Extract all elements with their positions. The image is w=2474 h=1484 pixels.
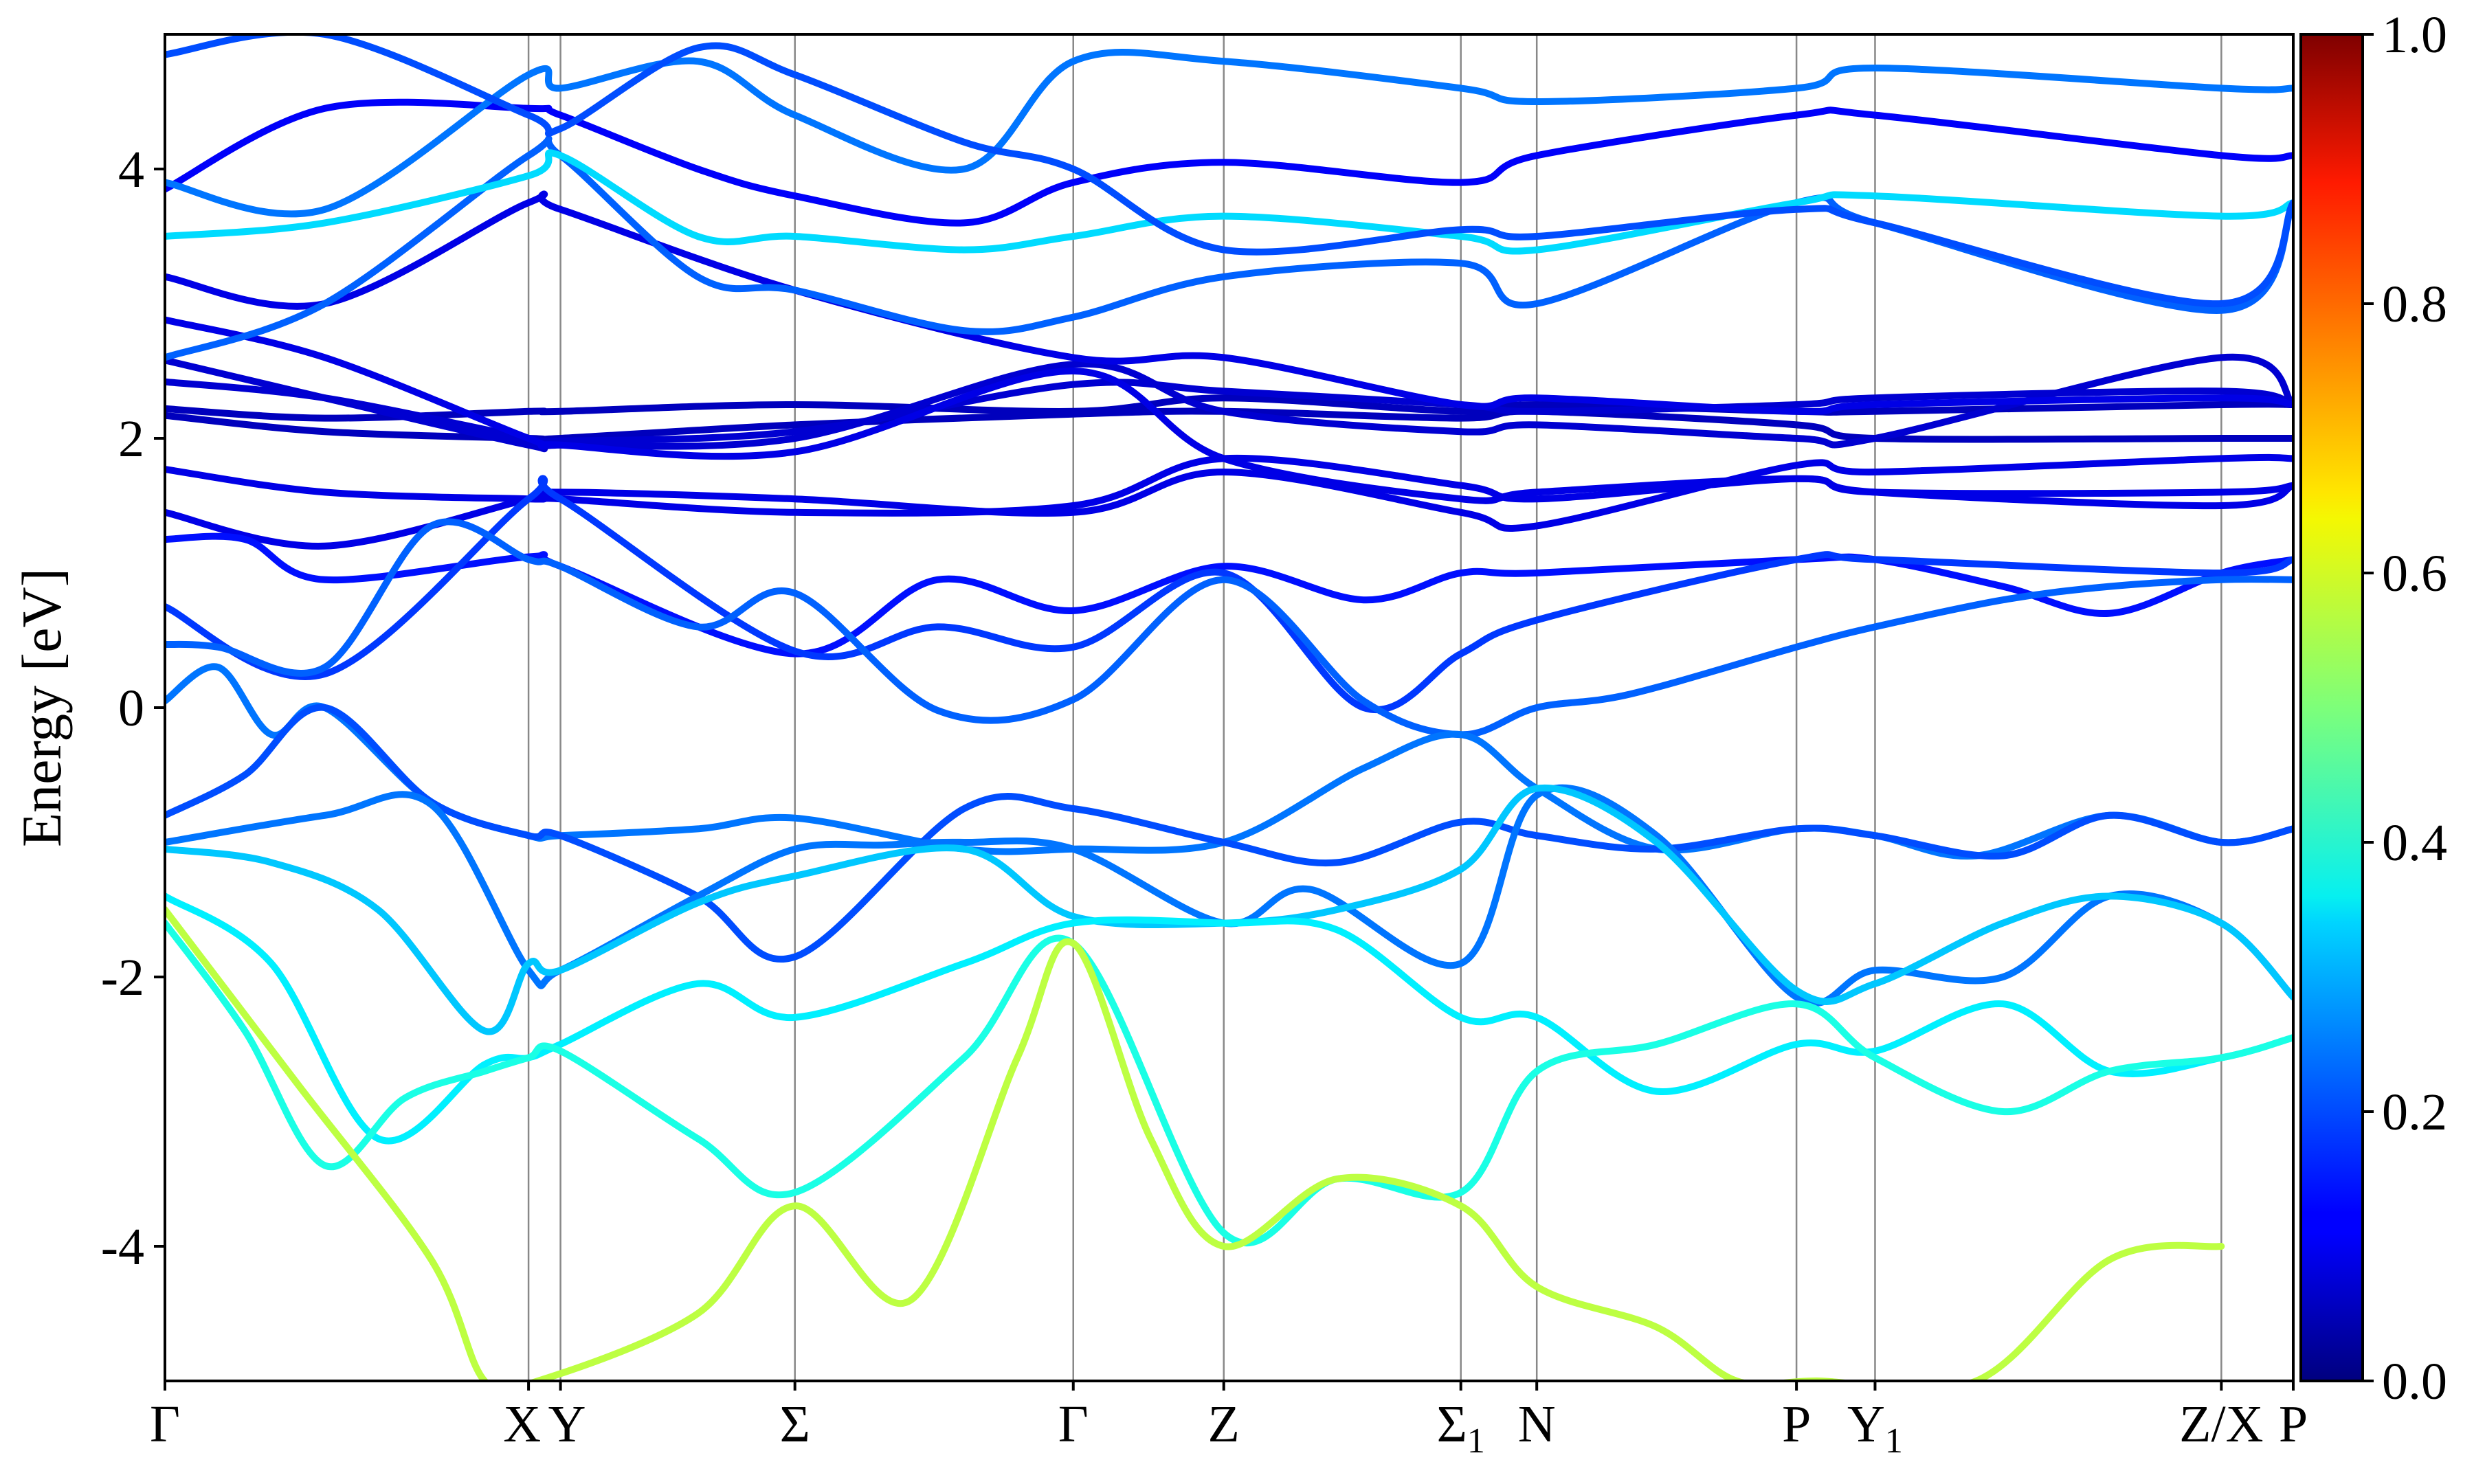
band-17 [165, 906, 2225, 1381]
x-tick-label: Y [548, 1395, 586, 1453]
band-13 [165, 784, 2293, 1007]
colorbar-tick-label: 1.0 [2382, 6, 2447, 64]
colorbar-tick-label: 0.8 [2382, 276, 2447, 333]
y-axis-label: Energy [eV] [10, 568, 73, 847]
x-axis: Γ X Y Σ Γ Z Σ1 N P Y1 Z/X P [150, 1381, 2308, 1461]
band-8 [165, 532, 2293, 657]
colorbar-tick-label: 0.6 [2382, 545, 2447, 603]
high-symmetry-gridlines [527, 34, 2222, 1381]
plot-frame [164, 33, 2295, 1382]
band-21 [165, 98, 2293, 227]
y-tick-label: -4 [101, 1218, 144, 1276]
band-20 [165, 149, 2293, 255]
y-tick-label: -2 [101, 949, 144, 1007]
band-23 [165, 34, 2293, 308]
colorbar-tick-label: 0.4 [2382, 814, 2447, 872]
y-tick-label: 2 [118, 410, 144, 468]
band-18 [165, 190, 2293, 415]
band-4 [165, 353, 2293, 453]
band-9 [165, 475, 2293, 713]
band-10 [165, 518, 2293, 739]
x-tick-label: Σ [780, 1395, 810, 1453]
x-tick-label: Z [1208, 1395, 1240, 1453]
y-axis: -4 -2 0 2 4 [101, 141, 165, 1276]
y-tick-label: 0 [118, 679, 144, 737]
colorbar [2299, 33, 2364, 1382]
y-tick-label: 4 [118, 141, 144, 199]
band-1 [165, 394, 2293, 422]
band-22 [165, 49, 2293, 218]
colorbar-tick-label: 0.2 [2382, 1083, 2447, 1141]
x-tick-label: Γ [150, 1395, 180, 1453]
band-16 [165, 919, 2293, 1247]
colorbar-axis: 0.0 0.2 0.4 0.6 0.8 1.0 [2363, 6, 2447, 1410]
x-tick-label: Y1 [1847, 1395, 1903, 1461]
x-tick-label: Σ1 [1437, 1395, 1485, 1461]
band-lines [165, 34, 2293, 1381]
x-tick-label: P [2279, 1395, 2308, 1453]
x-tick-label: Z/X [2179, 1395, 2263, 1453]
x-tick-label: X [503, 1395, 541, 1453]
band-15 [165, 892, 2293, 1145]
band-12 [165, 704, 2293, 963]
colorbar-tick-label: 0.0 [2382, 1353, 2447, 1410]
x-tick-label: P [1782, 1395, 1811, 1453]
x-tick-label: Γ [1058, 1395, 1089, 1453]
x-tick-label: N [1518, 1395, 1556, 1453]
